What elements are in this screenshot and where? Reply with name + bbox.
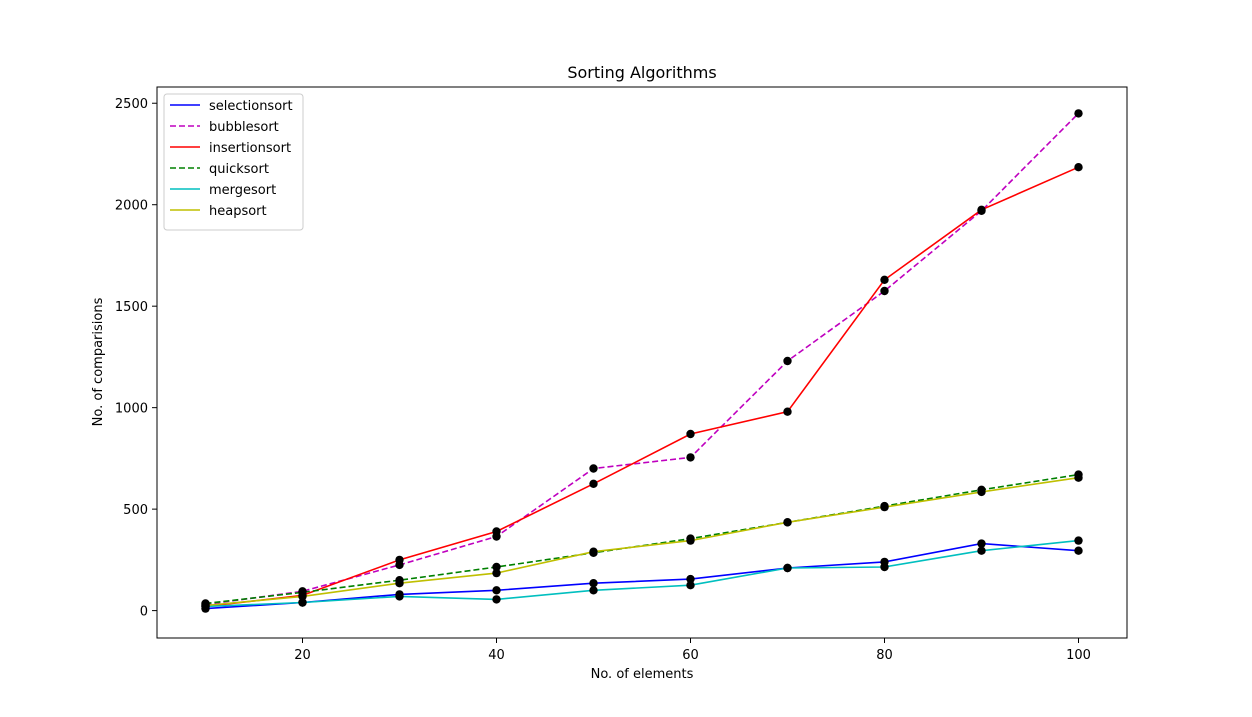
legend-label-bubblesort: bubblesort	[209, 120, 279, 135]
data-point-mergesort	[686, 581, 695, 590]
data-point-selectionsort	[589, 579, 598, 588]
data-point-insertionsort	[395, 555, 404, 565]
plot-area	[201, 109, 1083, 613]
data-point-quicksort	[492, 562, 501, 572]
legend-label-quicksort: quicksort	[209, 162, 269, 177]
y-tick-label: 1000	[115, 402, 148, 417]
legend-label-heapsort: heapsort	[209, 204, 267, 219]
data-point-insertionsort	[977, 205, 986, 214]
data-point-bubblesort	[783, 356, 792, 366]
x-axis-label: No. of elements	[591, 667, 694, 682]
data-point-insertionsort	[1074, 163, 1083, 172]
data-point-mergesort	[589, 586, 598, 595]
y-tick-label: 500	[123, 503, 148, 518]
data-point-bubblesort	[589, 464, 598, 473]
data-point-bubblesort	[1074, 109, 1083, 118]
data-point-mergesort	[1074, 536, 1083, 545]
data-point-heapsort	[589, 547, 598, 556]
data-point-selectionsort	[977, 539, 986, 548]
data-point-bubblesort	[686, 453, 695, 462]
x-tick-label: 100	[1066, 648, 1091, 663]
data-point-mergesort	[880, 562, 889, 572]
y-axis-label: No. of comparisions	[91, 297, 106, 426]
legend-label-mergesort: mergesort	[209, 183, 276, 198]
y-tick-label: 1500	[115, 300, 148, 315]
legend-label-selectionsort: selectionsort	[209, 99, 293, 114]
data-point-selectionsort	[492, 586, 501, 595]
series-line-insertionsort	[205, 166, 1079, 608]
data-point-mergesort	[783, 563, 792, 573]
x-tick-label: 20	[294, 648, 311, 663]
series-line-selectionsort	[205, 542, 1079, 610]
legend-box	[163, 93, 304, 231]
data-point-heapsort	[783, 518, 792, 527]
data-point-selectionsort	[1074, 546, 1083, 555]
data-point-mergesort	[492, 595, 501, 604]
y-tick-label: 0	[140, 605, 148, 620]
chart-title: Sorting Algorithms	[567, 63, 716, 82]
data-point-mergesort	[298, 598, 307, 607]
x-tick-label: 80	[876, 648, 893, 663]
data-point-heapsort	[880, 502, 889, 512]
data-point-heapsort	[686, 536, 695, 545]
y-tick-label: 2500	[115, 97, 148, 112]
x-tick-label: 40	[488, 648, 505, 663]
data-point-insertionsort	[686, 429, 695, 439]
data-point-bubblesort	[880, 286, 889, 296]
axes-frame	[156, 86, 1128, 639]
data-point-heapsort	[977, 487, 986, 497]
data-point-heapsort	[201, 601, 210, 610]
data-point-heapsort	[492, 568, 501, 578]
data-point-mergesort	[395, 592, 404, 601]
y-tick-label: 2000	[115, 199, 148, 214]
data-point-heapsort	[298, 592, 307, 601]
data-point-heapsort	[1074, 473, 1083, 482]
data-point-insertionsort	[589, 479, 598, 488]
data-point-mergesort	[977, 546, 986, 555]
legend: selectionsort bubblesort insertionsort quic…	[163, 93, 304, 231]
series-line-heapsort	[205, 476, 1079, 607]
data-point-insertionsort	[880, 275, 889, 284]
x-tick-label: 60	[682, 648, 699, 663]
series-line-mergesort	[205, 539, 1079, 608]
series-line-quicksort	[205, 473, 1079, 605]
legend-label-insertionsort: insertionsort	[209, 141, 291, 156]
data-point-insertionsort	[783, 407, 792, 416]
data-point-insertionsort	[492, 527, 501, 536]
data-point-selectionsort	[686, 574, 695, 584]
data-point-heapsort	[395, 579, 404, 588]
